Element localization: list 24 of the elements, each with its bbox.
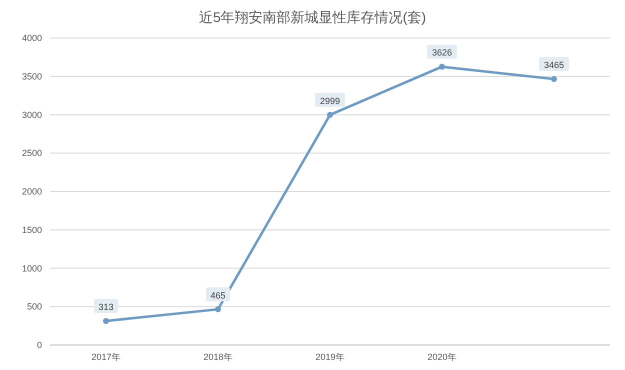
y-tick-label: 3000 — [22, 110, 42, 120]
y-tick-label: 1000 — [22, 263, 42, 274]
x-tick-label: 2017年 — [91, 352, 121, 362]
x-tick-label: 2020年 — [427, 352, 457, 362]
x-tick-label: 2019年 — [315, 352, 345, 362]
data-label: 3626 — [432, 48, 452, 58]
chart-title: 近5年翔安南部新城显性库存情况(套) — [198, 9, 426, 25]
y-tick-label: 1500 — [22, 224, 42, 235]
y-tick-label: 0 — [36, 340, 42, 350]
y-tick-label: 3500 — [22, 71, 42, 82]
y-tick-label: 500 — [26, 302, 42, 312]
data-label: 2999 — [320, 96, 340, 106]
y-tick-label: 4000 — [22, 33, 42, 43]
point — [103, 318, 109, 324]
data-label: 313 — [98, 302, 114, 312]
data-label: 3465 — [544, 60, 564, 70]
point — [439, 64, 445, 70]
point — [327, 112, 333, 118]
x-tick-label: 2018年 — [203, 352, 233, 362]
data-label: 465 — [210, 290, 226, 300]
point — [215, 306, 221, 312]
y-tick-label: 2500 — [22, 148, 42, 158]
y-tick-label: 2000 — [22, 186, 42, 196]
point — [551, 76, 557, 82]
